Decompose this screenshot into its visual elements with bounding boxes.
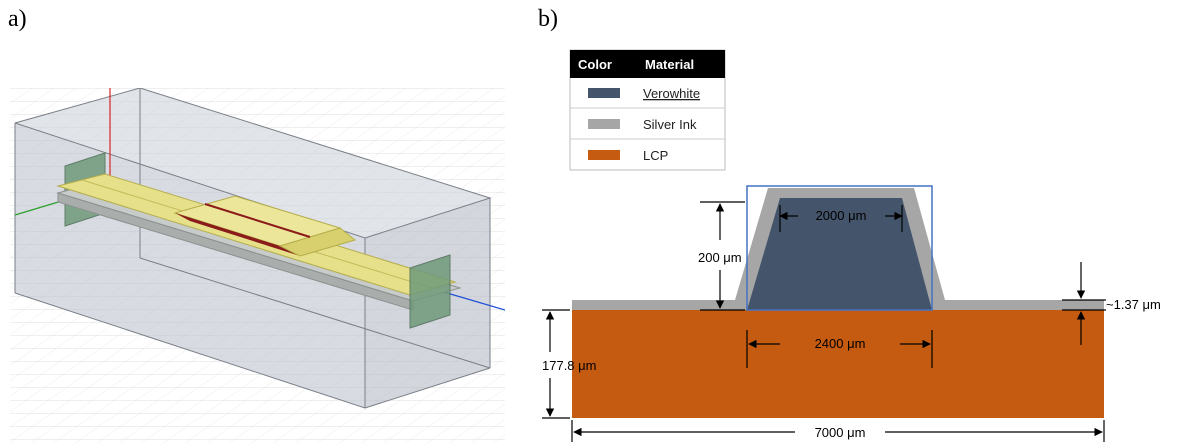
legend-material-lcp: LCP [643, 148, 668, 163]
mesa-end [278, 227, 357, 257]
mesa-conductor-line [204, 203, 311, 238]
legend-header-color: Color [578, 57, 612, 72]
highlight-box [746, 185, 933, 311]
legend-material-silver-ink: Silver Ink [643, 117, 697, 132]
cross-section-diagram: Color Material Verowhite Silver Ink LCP … [542, 49, 1161, 442]
dim-top-width: 2000 μm [816, 208, 867, 223]
dim-height: 200 μm [698, 250, 742, 265]
dim-total-width: 7000 μm [815, 425, 866, 440]
dim-ink-thickness: ~1.37 μm [1106, 297, 1161, 312]
legend-swatch-lcp [588, 150, 620, 160]
lcp-substrate [572, 310, 1104, 418]
mesa-side-dark [175, 213, 300, 256]
air-box-top [15, 88, 490, 238]
legend-swatch-silver-ink [588, 119, 620, 129]
legend-material-verowhite: Verowhite [643, 86, 700, 101]
simulation-3d-view [10, 88, 505, 443]
legend-swatch-verowhite [588, 88, 620, 98]
legend-header [570, 50, 725, 78]
legend-header-material: Material [645, 57, 694, 72]
verowhite-trapezoid [747, 198, 932, 310]
dim-substrate-thickness: 177.8 μm [542, 358, 596, 373]
port-right [409, 254, 451, 329]
dim-bottom-width: 2400 μm [815, 336, 866, 351]
panel-b-label: b) [538, 6, 558, 32]
panel-a-label: a) [8, 6, 27, 32]
legend-table: Color Material Verowhite Silver Ink LCP [569, 49, 726, 171]
